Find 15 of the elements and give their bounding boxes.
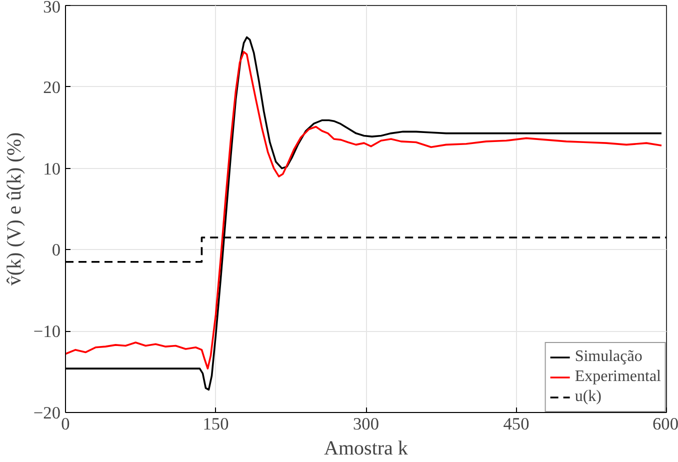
y-tick-label: 10	[43, 159, 60, 178]
y-axis-title: v̂(k) (V) e û(k) (%)	[3, 132, 26, 286]
x-tick-label: 300	[353, 414, 380, 434]
y-tick-label: −20	[33, 404, 61, 422]
x-tick-label: 150	[202, 414, 229, 434]
x-tick-label: 600	[652, 414, 678, 434]
y-tick-label: 0	[52, 240, 61, 260]
legend-label: Experimental	[574, 368, 661, 386]
legend-label: u(k)	[574, 388, 602, 406]
x-tick-label: 450	[503, 414, 530, 434]
legend-label: Simulação	[574, 348, 642, 366]
x-axis-title: Amostra k	[324, 438, 408, 460]
y-tick-label: 30	[43, 0, 60, 16]
y-tick-label: 20	[43, 78, 60, 97]
y-tick-label: −10	[33, 322, 61, 342]
